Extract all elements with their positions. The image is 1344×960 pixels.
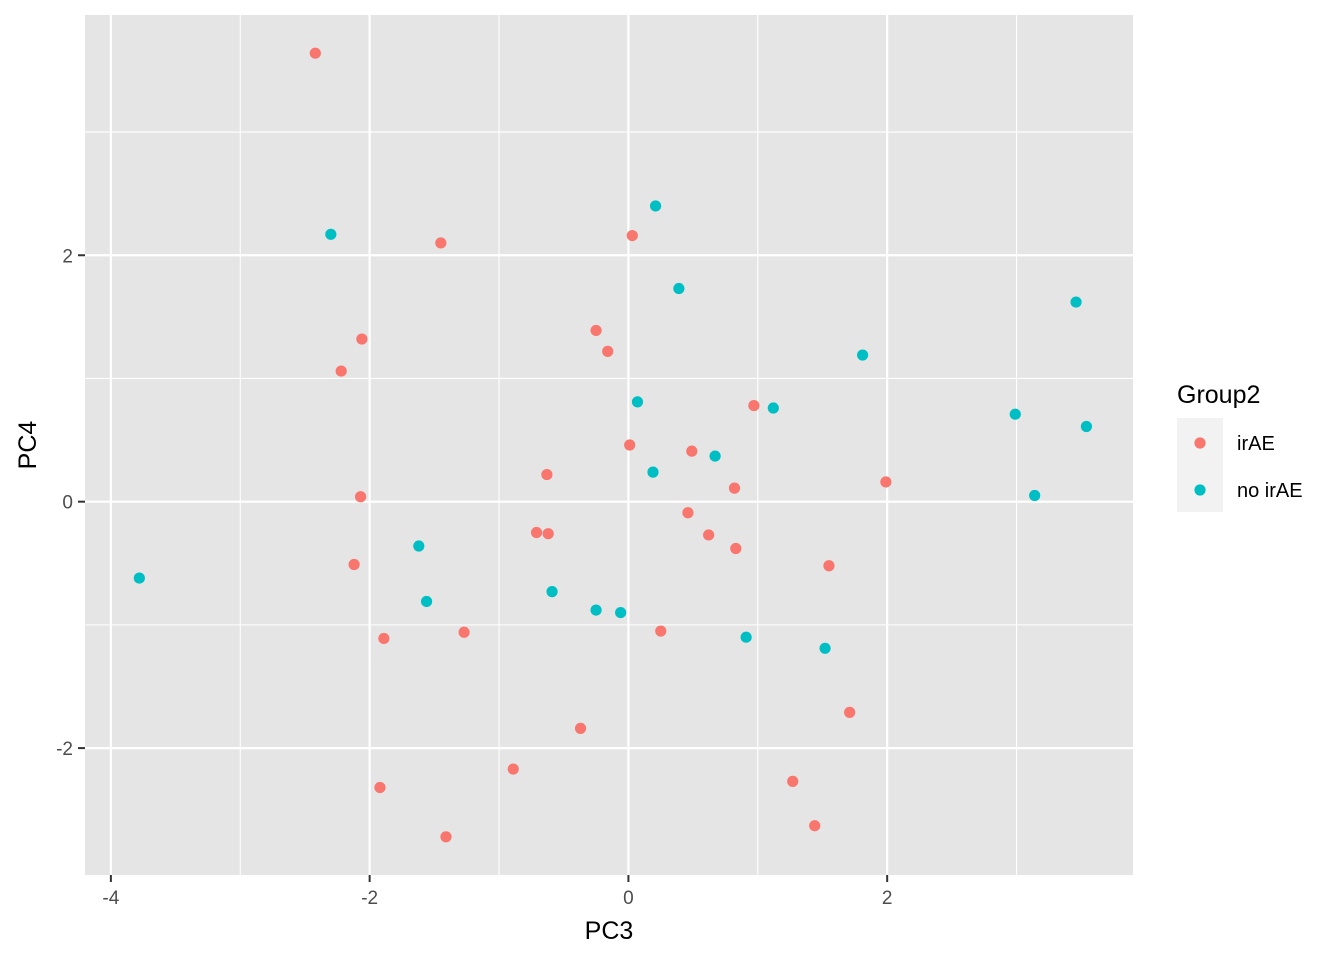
point-irae [378,632,390,645]
legend-title: Group2 [1177,381,1260,409]
point-no-irae [133,572,145,584]
point-irae [458,626,470,638]
point-irae [809,820,821,832]
point-no-irae [1009,408,1021,420]
point-irae [440,831,452,843]
minor-gridlines [85,15,1133,875]
point-irae [787,775,799,787]
point-irae [356,333,368,345]
point-irae [335,365,347,377]
point-no-irae [325,228,337,240]
point-irae [354,491,367,503]
point-irae [590,324,602,337]
point-irae [730,542,742,555]
point-irae [435,237,447,249]
y-tick-label: 0 [62,493,73,514]
point-no-irae [1029,489,1041,502]
point-irae [655,625,667,637]
point-irae [844,706,856,718]
y-axis-title: PC4 [14,421,42,470]
point-irae [348,558,360,571]
point-irae [728,482,741,494]
point-no-irae [413,540,425,552]
point-irae [748,399,760,412]
point-no-irae [420,595,433,608]
x-tick-label: 2 [882,888,893,909]
point-irae [880,476,892,488]
legend-key-background [1177,418,1223,512]
point-irae [624,439,636,451]
point-no-irae [546,586,558,598]
point-no-irae [819,642,831,654]
plot-panel [85,15,1133,875]
x-axis: -4 -2 0 2 [102,875,892,909]
point-irae [309,47,321,59]
point-irae [626,229,638,242]
point-no-irae [856,349,869,361]
point-no-irae [767,402,779,414]
point-no-irae [590,604,602,616]
point-no-irae [1080,420,1093,433]
point-irae [823,560,835,572]
point-irae [507,763,519,775]
point-irae [574,722,587,734]
point-irae [686,445,698,457]
legend-label-no-irae: no irAE [1237,480,1303,502]
point-irae [682,507,694,519]
point-no-irae [673,282,685,295]
point-no-irae [1070,296,1082,308]
x-tick-label: -4 [102,888,119,909]
point-irae [542,528,554,540]
legend-key-irae [1194,437,1206,449]
x-axis-title: PC3 [585,917,634,945]
point-no-irae [615,606,627,619]
point-no-irae [649,200,662,212]
x-tick-label: -2 [361,888,378,909]
point-no-irae [631,396,644,408]
point-irae [530,526,543,539]
data-points [133,47,1093,843]
point-irae [541,468,553,481]
point-irae [602,345,614,357]
point-irae [703,529,715,541]
x-tick-label: 0 [623,888,634,909]
y-tick-label: 2 [62,246,73,267]
y-tick-label: -2 [56,739,73,760]
point-no-irae [647,466,659,478]
point-no-irae [709,450,721,462]
legend-keys: irAE no irAE [1177,418,1303,512]
point-irae [374,781,386,794]
legend: Group2 irAE no irAE [1177,381,1303,512]
point-no-irae [740,631,752,643]
legend-label-irae: irAE [1237,433,1275,455]
y-axis: -2 0 2 [56,246,85,760]
legend-key-no-irae [1194,484,1206,496]
